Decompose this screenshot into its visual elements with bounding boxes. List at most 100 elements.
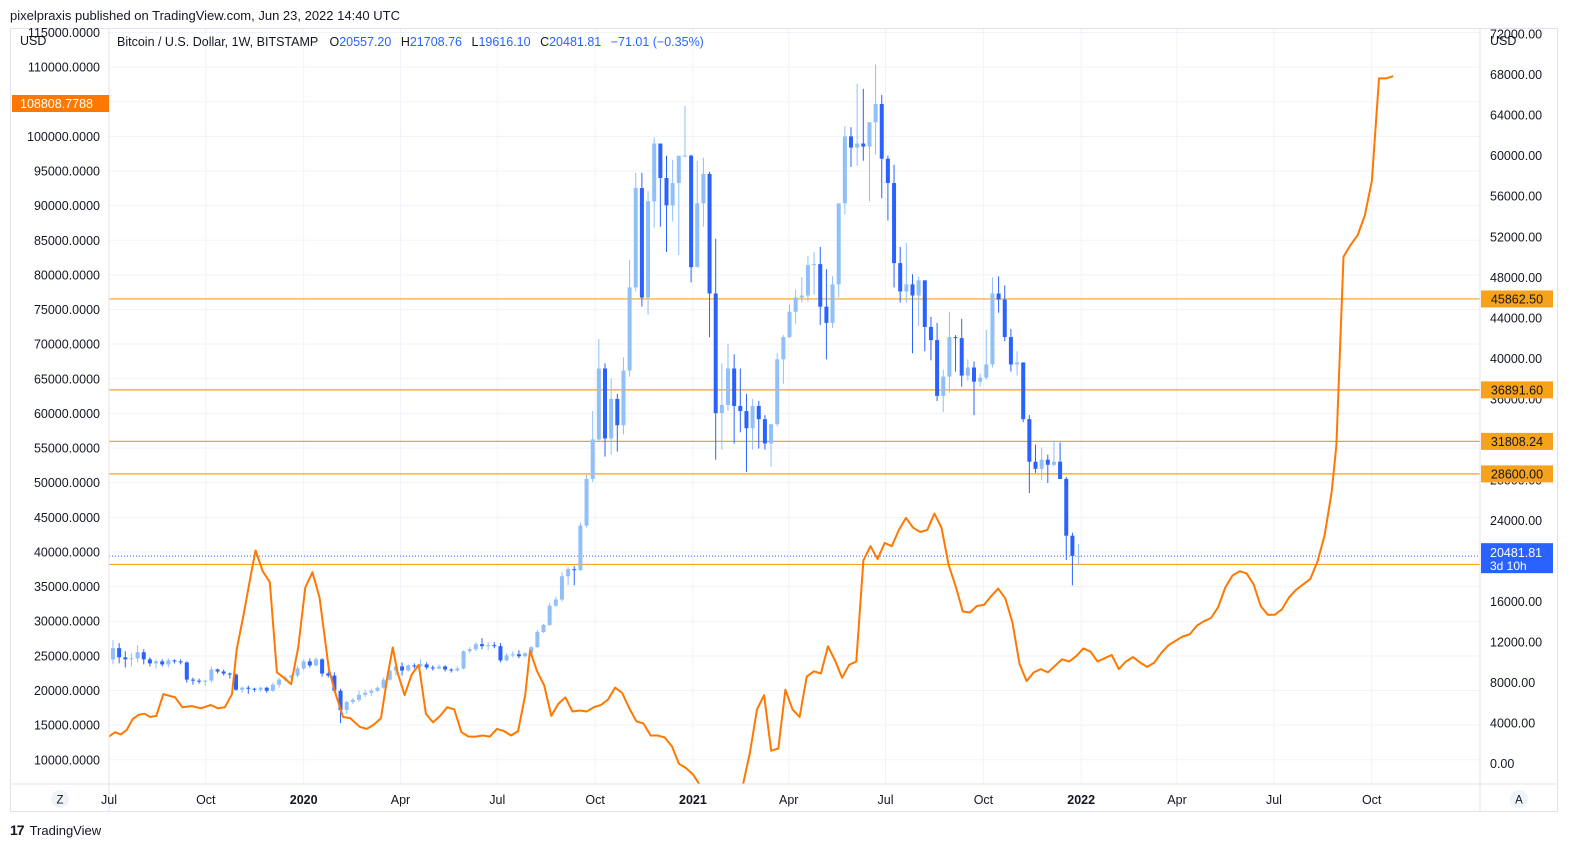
right-axis-tick: 40000.00 <box>1490 352 1542 366</box>
candle-body <box>535 631 540 648</box>
candle-body <box>972 367 976 382</box>
candle-body <box>670 183 675 206</box>
candle-body <box>418 664 423 667</box>
candle-body <box>123 657 128 660</box>
candle-body <box>652 143 657 202</box>
candle-body <box>855 143 860 148</box>
candle-body <box>627 287 632 371</box>
left-price-badge: 108808.7788 <box>12 95 109 112</box>
candle-body <box>301 661 306 669</box>
level-badge-label: 45862.50 <box>1491 292 1543 306</box>
candle-body <box>793 297 798 312</box>
candle-body <box>443 666 448 670</box>
right-axis-unit: USD <box>1490 34 1516 48</box>
right-axis-tick: 44000.00 <box>1490 311 1542 325</box>
candle-body <box>498 646 503 661</box>
right-axis-tick: 16000.00 <box>1490 595 1542 609</box>
candle-body <box>633 188 638 288</box>
candle-body <box>578 525 583 571</box>
candle-body <box>1051 461 1056 465</box>
candle-body <box>270 684 275 691</box>
candle-body <box>529 647 534 654</box>
x-axis-tick: Jul <box>101 793 117 807</box>
candle-body <box>166 660 171 665</box>
x-axis-tick: Oct <box>1362 793 1382 807</box>
candle-body <box>695 203 700 268</box>
candle-body <box>916 280 921 296</box>
x-axis-tick: Oct <box>974 793 994 807</box>
candle-body <box>609 398 614 439</box>
candle-body <box>363 692 368 695</box>
candle-body <box>719 404 724 414</box>
candle-body <box>885 158 890 184</box>
bar-countdown: 3d 10h <box>1490 559 1527 573</box>
left-axis-tick: 10000.0000 <box>34 753 100 767</box>
candle-body <box>621 370 626 426</box>
candle-body <box>824 306 829 323</box>
candle-body <box>209 669 214 681</box>
candle-body <box>935 340 940 396</box>
left-axis-tick: 50000.0000 <box>34 476 100 490</box>
candle-body <box>799 295 804 298</box>
candle-body <box>264 687 269 691</box>
right-axis-tick: 4000.00 <box>1490 717 1535 731</box>
candle-body <box>510 654 515 656</box>
candle-body <box>313 659 318 666</box>
candle-body <box>873 103 878 123</box>
x-axis-tick: Oct <box>585 793 605 807</box>
candle-body <box>307 661 312 666</box>
candle-body <box>375 687 380 691</box>
level-badge <box>1481 465 1553 483</box>
candle-body <box>775 359 780 425</box>
candle-body <box>756 405 761 420</box>
candle-body <box>467 649 472 652</box>
candle-body <box>523 653 528 657</box>
candle-body <box>639 188 644 298</box>
left-axis-tick: 40000.0000 <box>34 545 100 559</box>
auto-scale-button[interactable]: A <box>1510 790 1528 808</box>
candle-body <box>234 674 238 690</box>
candle-body <box>486 645 491 647</box>
candle-body <box>369 690 374 693</box>
candle-body <box>664 177 669 206</box>
candle-body <box>646 201 651 298</box>
candle-body <box>996 293 1001 300</box>
level-badge <box>1481 432 1553 450</box>
candle-body <box>141 652 146 660</box>
candle-body <box>904 284 909 292</box>
last-price-label: 20481.81 <box>1490 546 1542 560</box>
candle-body <box>959 338 964 376</box>
candle-body <box>117 648 122 658</box>
candle-body <box>892 183 897 264</box>
candle-body <box>154 661 159 664</box>
left-axis-tick: 90000.0000 <box>34 199 100 213</box>
candle-body <box>941 376 946 396</box>
level-badge-label: 28600.00 <box>1491 467 1543 481</box>
candle-body <box>965 367 970 376</box>
left-price-badge-label: 108808.7788 <box>20 97 93 111</box>
level-badge <box>1481 381 1553 399</box>
candle-body <box>910 284 915 296</box>
right-axis-tick: 48000.00 <box>1490 271 1542 285</box>
candle-body <box>689 155 694 268</box>
candle-body <box>178 661 183 663</box>
left-axis-unit: USD <box>20 34 46 48</box>
candle-body <box>584 478 589 526</box>
candle-body <box>750 405 755 429</box>
candle-body <box>400 666 405 671</box>
zoom-button[interactable]: Z <box>51 790 69 808</box>
left-axis-tick: 45000.0000 <box>34 511 100 525</box>
legend-high: 21708.76 <box>410 35 462 49</box>
x-axis-tick: Apr <box>779 793 798 807</box>
left-axis-tick: 85000.0000 <box>34 234 100 248</box>
candle-body <box>357 694 361 700</box>
right-axis-tick: 56000.00 <box>1490 190 1542 204</box>
x-axis-tick: Jul <box>489 793 505 807</box>
legend: Bitcoin / U.S. Dollar, 1W, BITSTAMP O205… <box>117 35 704 49</box>
candle-body <box>184 662 189 680</box>
right-axis-tick: 8000.00 <box>1490 676 1535 690</box>
candle-body <box>436 666 441 669</box>
candle-body <box>849 136 853 148</box>
candle-body <box>295 668 300 676</box>
